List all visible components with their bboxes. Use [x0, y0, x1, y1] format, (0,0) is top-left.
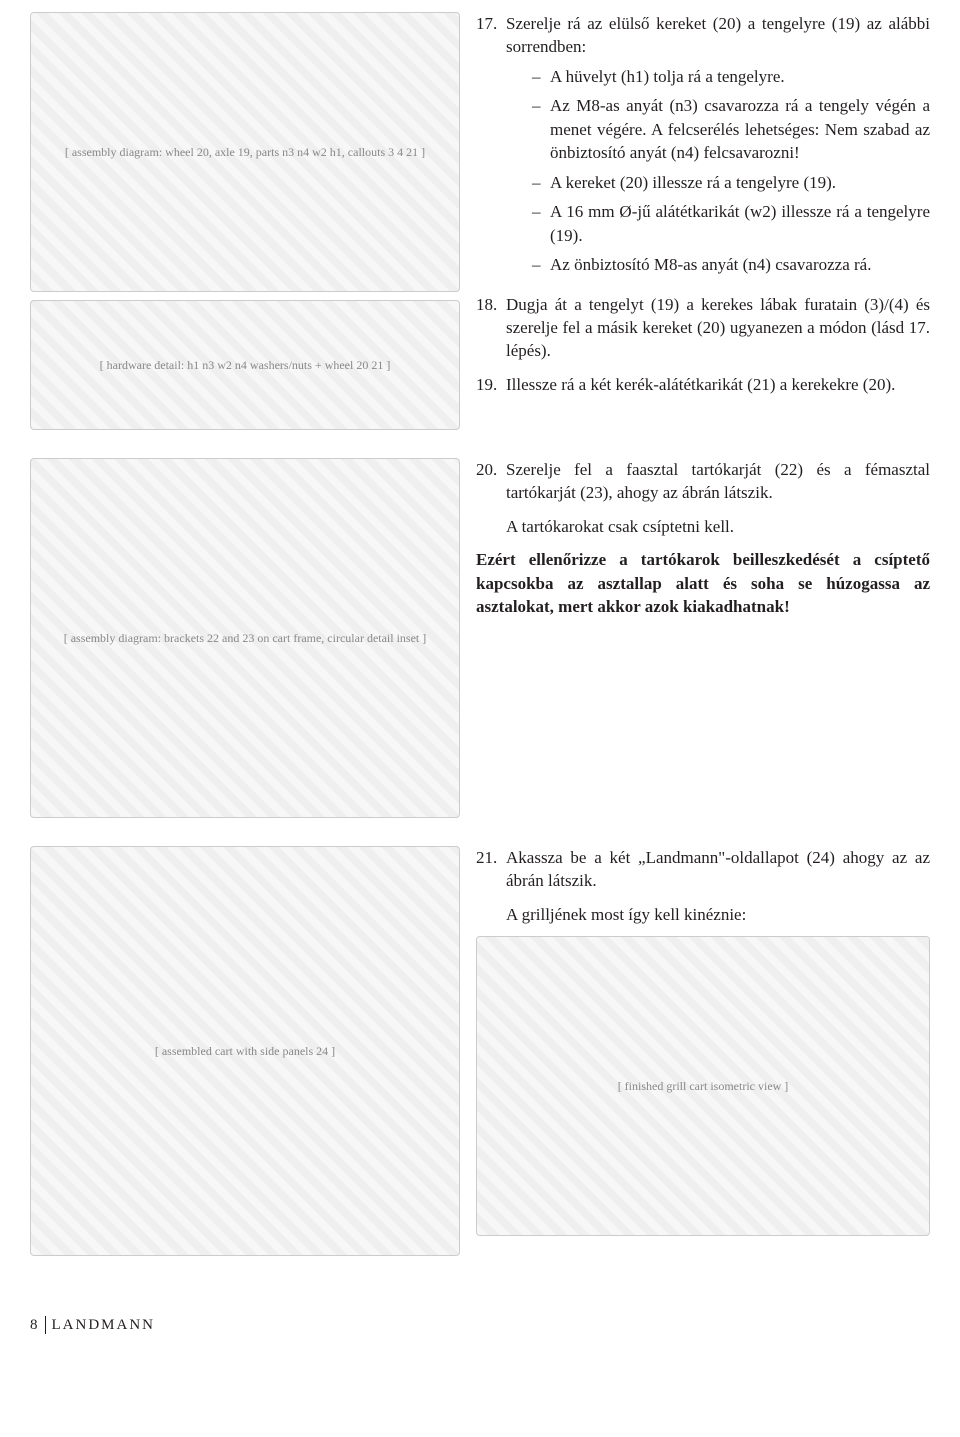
note-final-look: A grilljének most így kell kinéznie:	[506, 903, 930, 926]
step-18: 18. Dugja át a tengelyt (19) a kerekes l…	[476, 293, 930, 363]
step-body: Szerelje rá az elülső kereket (20) a ten…	[506, 12, 930, 283]
page-footer: 8 LANDMANN	[30, 1316, 930, 1334]
dash-icon: –	[532, 171, 550, 194]
step-text: Szerelje fel a faasztal tartókarját (22)…	[506, 458, 930, 505]
substep-text: Az M8-as anyát (n3) csavarozza rá a teng…	[550, 94, 930, 164]
figure-bracket-assembly: [ assembly diagram: brackets 22 and 23 o…	[30, 458, 460, 818]
step-text: Akassza be a két „Landmann"-oldallapot (…	[506, 846, 930, 893]
substep-text: A hüvelyt (h1) tolja rá a tengelyre.	[550, 65, 785, 88]
dash-icon: –	[532, 200, 550, 247]
substep: –Az önbiztosító M8-as anyát (n4) csavaro…	[506, 253, 930, 276]
step-number: 20.	[476, 458, 506, 505]
section-step-21: [ assembled cart with side panels 24 ] 2…	[30, 846, 930, 1256]
step-19: 19. Illessze rá a két kerék-alátétkariká…	[476, 373, 930, 396]
substep-text: A 16 mm Ø-jű alátétkarikát (w2) illessze…	[550, 200, 930, 247]
substep-text: Az önbiztosító M8-as anyát (n4) csavaroz…	[550, 253, 871, 276]
brand-name: LANDMANN	[52, 1317, 156, 1334]
section-steps-17-19: [ assembly diagram: wheel 20, axle 19, p…	[30, 12, 930, 430]
figure-hardware-detail: [ hardware detail: h1 n3 w2 n4 washers/n…	[30, 300, 460, 430]
figure-column-2: [ assembly diagram: brackets 22 and 23 o…	[30, 458, 460, 818]
figure-side-panels: [ assembled cart with side panels 24 ]	[30, 846, 460, 1256]
figure-wheel-assembly: [ assembly diagram: wheel 20, axle 19, p…	[30, 12, 460, 292]
step-21: 21. Akassza be a két „Landmann"-oldallap…	[476, 846, 930, 893]
page-number: 8	[30, 1317, 39, 1334]
substep-text: A kereket (20) illessze rá a tengelyre (…	[550, 171, 836, 194]
step-text: Dugja át a tengelyt (19) a kerekes lábak…	[506, 293, 930, 363]
substep: –Az M8-as anyát (n3) csavarozza rá a ten…	[506, 94, 930, 164]
step-text: Szerelje rá az elülső kereket (20) a ten…	[506, 14, 930, 56]
substep: –A hüvelyt (h1) tolja rá a tengelyre.	[506, 65, 930, 88]
step-number: 21.	[476, 846, 506, 893]
figure-finished-cart: [ finished grill cart isometric view ]	[476, 936, 930, 1236]
substep-list: –A hüvelyt (h1) tolja rá a tengelyre. –A…	[506, 65, 930, 277]
dash-icon: –	[532, 253, 550, 276]
warning-text: Ezért ellenőrizze a tartókarok beilleszk…	[476, 548, 930, 618]
note-clip-only: A tartókarokat csak csíptetni kell.	[506, 515, 930, 538]
figure-column-1: [ assembly diagram: wheel 20, axle 19, p…	[30, 12, 460, 430]
footer-divider-icon	[45, 1316, 46, 1334]
step-number: 17.	[476, 12, 506, 283]
substep: –A 16 mm Ø-jű alátétkarikát (w2) illessz…	[506, 200, 930, 247]
text-column-1: 17. Szerelje rá az elülső kereket (20) a…	[476, 12, 930, 430]
step-text: Illessze rá a két kerék-alátétkarikát (2…	[506, 373, 930, 396]
text-column-3: 21. Akassza be a két „Landmann"-oldallap…	[476, 846, 930, 1256]
step-number: 19.	[476, 373, 506, 396]
figure-column-3a: [ assembled cart with side panels 24 ]	[30, 846, 460, 1256]
dash-icon: –	[532, 94, 550, 164]
section-step-20: [ assembly diagram: brackets 22 and 23 o…	[30, 458, 930, 818]
text-column-2: 20. Szerelje fel a faasztal tartókarját …	[476, 458, 930, 818]
dash-icon: –	[532, 65, 550, 88]
step-17: 17. Szerelje rá az elülső kereket (20) a…	[476, 12, 930, 283]
step-20: 20. Szerelje fel a faasztal tartókarját …	[476, 458, 930, 505]
substep: –A kereket (20) illessze rá a tengelyre …	[506, 171, 930, 194]
step-number: 18.	[476, 293, 506, 363]
